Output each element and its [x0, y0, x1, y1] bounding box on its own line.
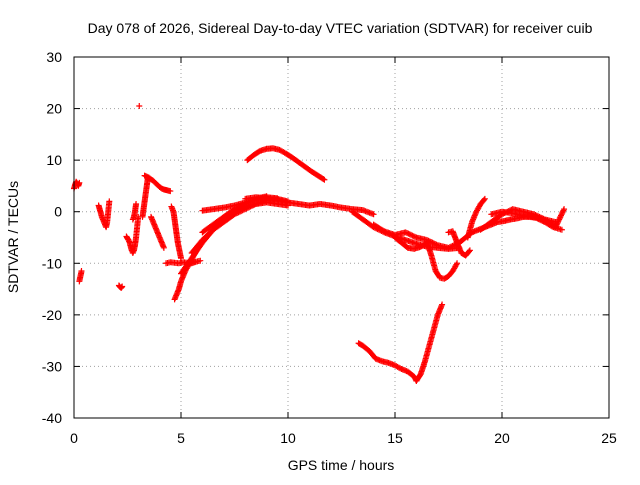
data-point — [454, 260, 461, 267]
y-tick-label: 20 — [46, 101, 62, 117]
series-evening-19.5h — [488, 208, 559, 226]
data-point — [433, 241, 440, 248]
data-point — [144, 175, 151, 182]
data-point — [239, 207, 246, 214]
y-axis-label: SDTVAR / TECUs — [5, 181, 21, 293]
data-point — [78, 268, 85, 275]
series-morning-4.3h — [163, 257, 204, 267]
data-point — [240, 206, 247, 213]
data-point — [160, 244, 167, 251]
data-point — [234, 210, 241, 217]
data-point — [232, 210, 239, 217]
data-point — [244, 204, 251, 211]
data-point — [246, 204, 253, 211]
series-evening-18.4h — [464, 195, 488, 241]
x-tick-label: 0 — [70, 430, 78, 446]
data-point — [481, 195, 488, 202]
data-point — [558, 226, 565, 233]
data-point — [560, 207, 567, 214]
data-point — [552, 219, 559, 226]
x-tick-label: 15 — [387, 430, 403, 446]
data-point — [409, 232, 416, 239]
data-point — [481, 196, 488, 203]
series-early-2.8h — [129, 200, 140, 223]
data-point — [453, 261, 460, 268]
data-point — [428, 239, 435, 246]
data-point — [402, 229, 409, 236]
data-point — [238, 208, 245, 215]
data-point — [430, 240, 437, 247]
data-point — [466, 247, 473, 254]
data-point — [235, 209, 242, 216]
data-point — [242, 206, 249, 213]
data-point — [231, 211, 238, 218]
ticks-layer: 0 5 10 15 20 25 -40 -30 -20 -10 0 10 20 30 — [42, 49, 617, 446]
y-tick-label: -30 — [42, 358, 62, 374]
data-point — [446, 244, 453, 251]
data-point — [136, 102, 143, 109]
x-tick-label: 20 — [494, 430, 510, 446]
series-midday-8h — [242, 194, 377, 218]
x-tick-label: 25 — [601, 430, 617, 446]
data-point — [247, 203, 254, 210]
x-axis-label: GPS time / hours — [288, 457, 395, 473]
data-point — [561, 206, 568, 213]
data-point — [248, 202, 255, 209]
plot-frame — [73, 56, 610, 419]
x-tick-label: 5 — [177, 430, 185, 446]
data-point — [404, 229, 411, 236]
points-layer — [71, 102, 568, 384]
grid-layer — [74, 57, 609, 418]
data-point — [370, 211, 377, 218]
x-tick-label: 10 — [280, 430, 296, 446]
data-point — [410, 233, 417, 240]
series-steep-rise — [413, 301, 446, 384]
data-point — [133, 200, 140, 207]
data-point — [405, 230, 412, 237]
series-early-0.3h — [76, 268, 85, 285]
series-morning-4.6h — [168, 203, 184, 262]
data-point — [429, 239, 436, 246]
y-tick-label: -10 — [42, 255, 62, 271]
data-point — [449, 242, 456, 249]
series-dip-16.5h — [424, 239, 461, 282]
data-point — [408, 231, 415, 238]
data-point — [119, 283, 126, 290]
series-early-2.5h — [123, 213, 142, 256]
data-point — [445, 244, 452, 251]
y-tick-label: -40 — [42, 410, 62, 426]
y-tick-label: 10 — [46, 152, 62, 168]
data-point — [466, 248, 473, 255]
data-point — [412, 233, 419, 240]
data-point — [406, 231, 413, 238]
series-early-2h — [115, 282, 126, 292]
data-point — [106, 198, 113, 205]
data-point — [320, 176, 327, 183]
series-early-1h — [95, 198, 113, 231]
series-morning-3.2h — [139, 175, 151, 220]
data-point — [439, 301, 446, 308]
y-tick-label: 0 — [54, 204, 62, 220]
data-point — [321, 176, 328, 183]
series-low-track — [355, 340, 420, 384]
series-evening-17.5h — [445, 228, 473, 259]
data-point — [236, 208, 243, 215]
series-hump — [244, 145, 328, 183]
data-point — [178, 255, 184, 262]
data-point — [76, 179, 83, 186]
series-early-0h — [71, 178, 83, 192]
series-morning-3.6h — [148, 213, 167, 251]
data-point — [432, 240, 439, 247]
data-point — [167, 188, 174, 195]
data-point — [448, 243, 455, 250]
chart-title: Day 078 of 2026, Sidereal Day-to-day VTE… — [88, 20, 593, 36]
y-tick-label: 30 — [46, 49, 62, 65]
data-point — [197, 257, 204, 264]
series-outlier — [136, 102, 143, 109]
y-tick-label: -20 — [42, 307, 62, 323]
data-point — [243, 205, 250, 212]
